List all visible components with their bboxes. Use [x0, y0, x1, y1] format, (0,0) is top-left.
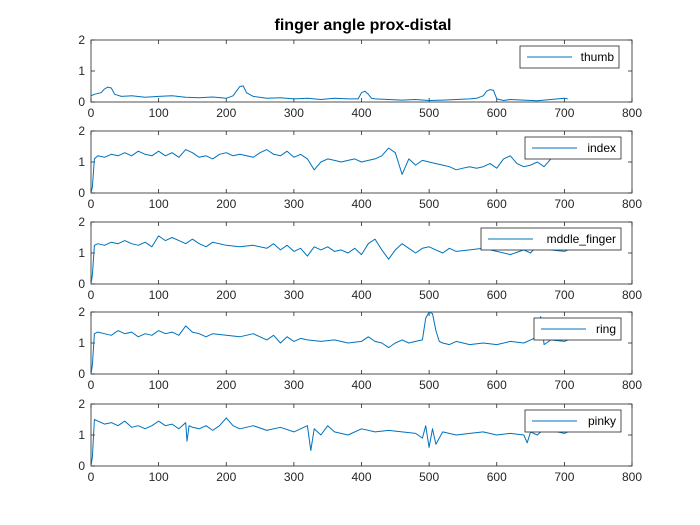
x-tick-label: 0: [88, 197, 95, 211]
legend-label: thumb: [581, 50, 615, 64]
subplot-2: 0 100 200 300 400 500 600 700 800 0 1 2 index: [78, 124, 642, 211]
x-tick-label: 400: [351, 197, 371, 211]
x-tick-label: 300: [284, 288, 304, 302]
x-tick-label: 700: [554, 378, 574, 392]
x-tick-label: 0: [88, 378, 95, 392]
y-tick-label: 0: [78, 367, 85, 381]
y-tick-label: 2: [78, 305, 85, 319]
x-tick-label: 300: [284, 378, 304, 392]
legend-ring: ring: [533, 317, 622, 341]
x-tick-label: 300: [284, 470, 304, 484]
subplot-3: 0 100 200 300 400 500 600 700 800 0 1 2 mddle_finger: [78, 215, 642, 302]
x-tick-label: 400: [351, 106, 371, 120]
x-tick-label: 300: [284, 106, 304, 120]
x-tick-label: 400: [351, 470, 371, 484]
y-tick-label: 1: [78, 155, 85, 169]
x-tick-label: 500: [419, 197, 439, 211]
x-tick-label: 300: [284, 197, 304, 211]
x-tick-label: 200: [216, 378, 236, 392]
x-tick-label: 0: [88, 106, 95, 120]
x-tick-label: 200: [216, 288, 236, 302]
x-tick-label: 500: [419, 378, 439, 392]
x-tick-label: 400: [351, 378, 371, 392]
y-tick-label: 1: [78, 64, 85, 78]
x-tick-label: 100: [149, 197, 169, 211]
y-tick-label: 2: [78, 215, 85, 229]
legend-mddle_finger: mddle_finger: [480, 227, 622, 251]
y-tick-label: 0: [78, 459, 85, 473]
x-tick-label: 800: [622, 378, 642, 392]
legend-label: index: [587, 141, 616, 155]
x-tick-label: 800: [622, 197, 642, 211]
y-tick-label: 2: [78, 124, 85, 138]
x-tick-label: 500: [419, 106, 439, 120]
y-tick-label: 1: [78, 246, 85, 260]
series-line-mddle_finger: [90, 235, 569, 285]
x-tick-label: 100: [149, 288, 169, 302]
x-tick-label: 700: [554, 288, 574, 302]
x-tick-label: 0: [88, 288, 95, 302]
x-tick-label: 100: [149, 470, 169, 484]
x-tick-label: 700: [554, 470, 574, 484]
legend-thumb: thumb: [519, 45, 620, 69]
subplot-4: 0 100 200 300 400 500 600 700 800 0 1 2 ring: [78, 305, 642, 392]
subplot-5: 0 100 200 300 400 500 600 700 800 0 1 2 pinky: [78, 397, 642, 484]
y-tick-label: 1: [78, 336, 85, 350]
x-tick-label: 600: [487, 106, 507, 120]
y-tick-label: 1: [78, 428, 85, 442]
legend-pinky: pinky: [524, 409, 622, 433]
x-tick-label: 400: [351, 288, 371, 302]
x-tick-label: 100: [149, 378, 169, 392]
x-tick-label: 100: [149, 106, 169, 120]
x-tick-label: 600: [487, 197, 507, 211]
x-tick-label: 500: [419, 470, 439, 484]
x-tick-label: 700: [554, 197, 574, 211]
x-tick-label: 200: [216, 470, 236, 484]
x-tick-label: 0: [88, 470, 95, 484]
legend-index: index: [524, 136, 622, 160]
x-tick-label: 800: [622, 288, 642, 302]
legend-label: mddle_finger: [547, 232, 616, 246]
x-tick-label: 800: [622, 470, 642, 484]
legend-label: pinky: [588, 414, 616, 428]
x-tick-label: 600: [487, 470, 507, 484]
series-line-thumb: [90, 85, 568, 102]
x-tick-label: 600: [487, 288, 507, 302]
x-tick-label: 600: [487, 378, 507, 392]
y-tick-label: 2: [78, 397, 85, 411]
x-tick-label: 800: [622, 106, 642, 120]
x-tick-label: 700: [554, 106, 574, 120]
x-tick-label: 200: [216, 197, 236, 211]
series-line-index: [90, 147, 569, 194]
y-tick-label: 0: [78, 186, 85, 200]
legend-box: [480, 227, 622, 251]
legend-label: ring: [596, 322, 616, 336]
x-tick-label: 500: [419, 288, 439, 302]
series-line-pinky: [90, 417, 569, 467]
series-line-ring: [90, 311, 569, 375]
y-tick-label: 0: [78, 95, 85, 109]
y-tick-label: 2: [78, 33, 85, 47]
y-tick-label: 0: [78, 277, 85, 291]
subplot-1: 0 100 200 300 400 500 600 700 800 0 1 2 thumb: [78, 33, 642, 120]
figure-title: finger angle prox-distal: [275, 17, 452, 34]
x-tick-label: 200: [216, 106, 236, 120]
